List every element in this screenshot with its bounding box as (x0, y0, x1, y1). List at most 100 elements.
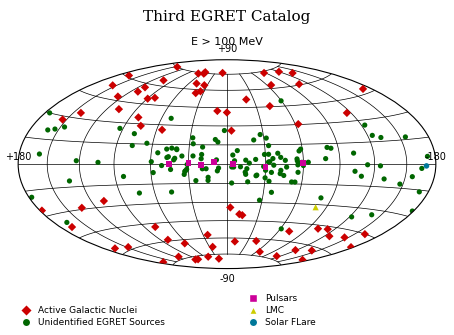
Point (143, 141, 151, 146)
Point (289, 70, 296, 76)
Point (189, 135, 197, 140)
Point (298, 160, 306, 165)
Point (163, 146, 170, 152)
Point (377, 163, 384, 169)
Point (77, 110, 84, 116)
Point (124, 245, 132, 250)
Point (262, 175, 269, 181)
Point (197, 89, 204, 94)
Point (69, 224, 76, 230)
Point (183, 166, 190, 172)
Point (312, 205, 319, 210)
Text: -180: -180 (425, 152, 447, 162)
Point (288, 179, 295, 185)
Point (204, 175, 212, 180)
Point (148, 159, 155, 164)
Point (114, 94, 122, 99)
Point (424, 154, 431, 159)
Point (192, 178, 199, 183)
Point (260, 164, 267, 169)
Point (351, 169, 359, 174)
Point (273, 254, 281, 259)
Point (214, 108, 221, 114)
Point (423, 163, 430, 169)
Point (183, 162, 191, 167)
Point (269, 156, 276, 161)
Point (181, 172, 188, 177)
Point (36, 151, 43, 157)
Text: E > 100 MeV: E > 100 MeV (191, 37, 263, 47)
Point (158, 127, 166, 133)
Point (211, 159, 218, 164)
Point (341, 235, 348, 240)
Point (283, 164, 290, 170)
Point (227, 205, 234, 210)
Point (361, 231, 369, 237)
Point (154, 150, 162, 155)
Point (322, 156, 329, 161)
Point (100, 198, 108, 204)
Point (202, 166, 210, 172)
Point (297, 160, 305, 166)
Point (109, 83, 116, 88)
Text: -90: -90 (219, 274, 235, 284)
Point (94, 160, 102, 165)
Point (317, 195, 325, 201)
Point (115, 107, 123, 112)
Point (136, 190, 143, 196)
Point (286, 229, 293, 234)
Point (171, 155, 178, 161)
Point (296, 148, 303, 154)
Point (295, 121, 302, 127)
Point (299, 257, 306, 263)
Point (256, 198, 263, 203)
Point (170, 157, 178, 162)
Point (158, 163, 165, 168)
Point (131, 131, 138, 136)
Legend: Pulsars, LMC, Solar FLare: Pulsars, LMC, Solar FLare (241, 291, 319, 331)
Point (377, 135, 385, 140)
Point (244, 179, 252, 185)
Point (265, 159, 272, 165)
Point (268, 170, 275, 175)
Point (234, 148, 241, 153)
Point (173, 147, 180, 152)
Point (242, 97, 250, 102)
Point (135, 115, 142, 120)
Text: +90: +90 (217, 44, 237, 54)
Point (151, 95, 158, 100)
Point (61, 124, 68, 130)
Point (261, 152, 268, 157)
Point (266, 159, 273, 164)
Point (305, 159, 312, 165)
Point (268, 190, 275, 195)
Point (270, 162, 277, 168)
Point (181, 241, 188, 246)
Point (360, 86, 367, 91)
Point (164, 237, 172, 243)
Point (223, 110, 231, 115)
Point (51, 126, 59, 132)
Point (197, 156, 205, 161)
Point (214, 168, 221, 174)
Point (46, 110, 53, 116)
Point (137, 123, 144, 129)
Point (324, 226, 331, 232)
Point (198, 152, 205, 157)
Point (274, 151, 281, 156)
Point (66, 178, 73, 184)
Point (111, 246, 118, 251)
Point (199, 144, 206, 150)
Point (402, 134, 409, 140)
Point (252, 157, 259, 162)
Point (152, 224, 159, 229)
Point (193, 81, 200, 86)
Point (59, 117, 66, 122)
Point (165, 154, 172, 159)
Point (277, 98, 285, 104)
Point (204, 178, 212, 183)
Point (160, 260, 167, 265)
Point (200, 71, 207, 76)
Point (116, 126, 123, 131)
Point (195, 71, 202, 76)
